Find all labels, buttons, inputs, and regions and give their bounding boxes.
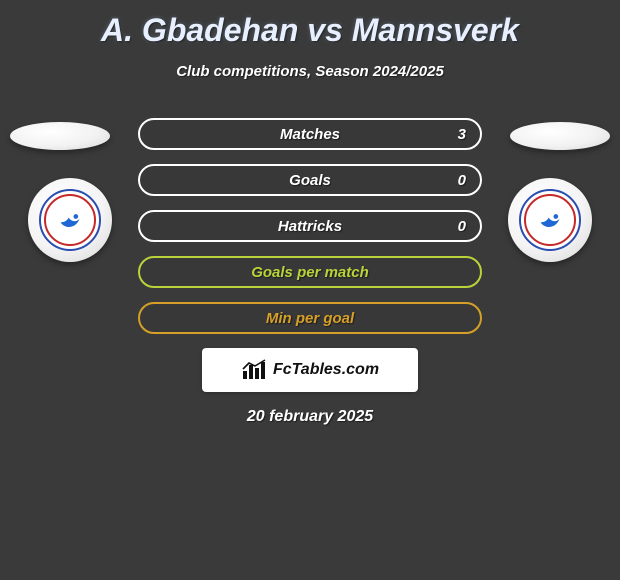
stat-label: Hattricks [140, 218, 480, 235]
stat-label: Goals [140, 172, 480, 189]
stat-pill-matches: Matches 3 [138, 118, 482, 150]
comparison-title: A. Gbadehan vs Mannsverk [0, 0, 620, 49]
stat-row: Hattricks 0 [0, 210, 620, 242]
stat-right-value: 0 [458, 172, 466, 189]
stat-right-value: 0 [458, 218, 466, 235]
brand-text: FcTables.com [273, 361, 379, 379]
stat-label: Min per goal [140, 310, 480, 327]
stat-label: Goals per match [140, 264, 480, 281]
stat-label: Matches [140, 126, 480, 143]
stat-row: Matches 3 [0, 118, 620, 150]
stat-pill-hattricks: Hattricks 0 [138, 210, 482, 242]
stat-row: Goals per match [0, 256, 620, 288]
snapshot-date: 20 february 2025 [0, 408, 620, 426]
stat-right-value: 3 [458, 126, 466, 143]
stats-block: Matches 3 Goals 0 Hattricks 0 Goals per … [0, 118, 620, 426]
bars-icon [241, 359, 267, 381]
stat-row: Min per goal [0, 302, 620, 334]
comparison-subtitle: Club competitions, Season 2024/2025 [0, 63, 620, 80]
stat-row: Goals 0 [0, 164, 620, 196]
stat-pill-goals: Goals 0 [138, 164, 482, 196]
brand-plate: FcTables.com [202, 348, 418, 392]
stat-pill-min-per-goal: Min per goal [138, 302, 482, 334]
stat-pill-goals-per-match: Goals per match [138, 256, 482, 288]
